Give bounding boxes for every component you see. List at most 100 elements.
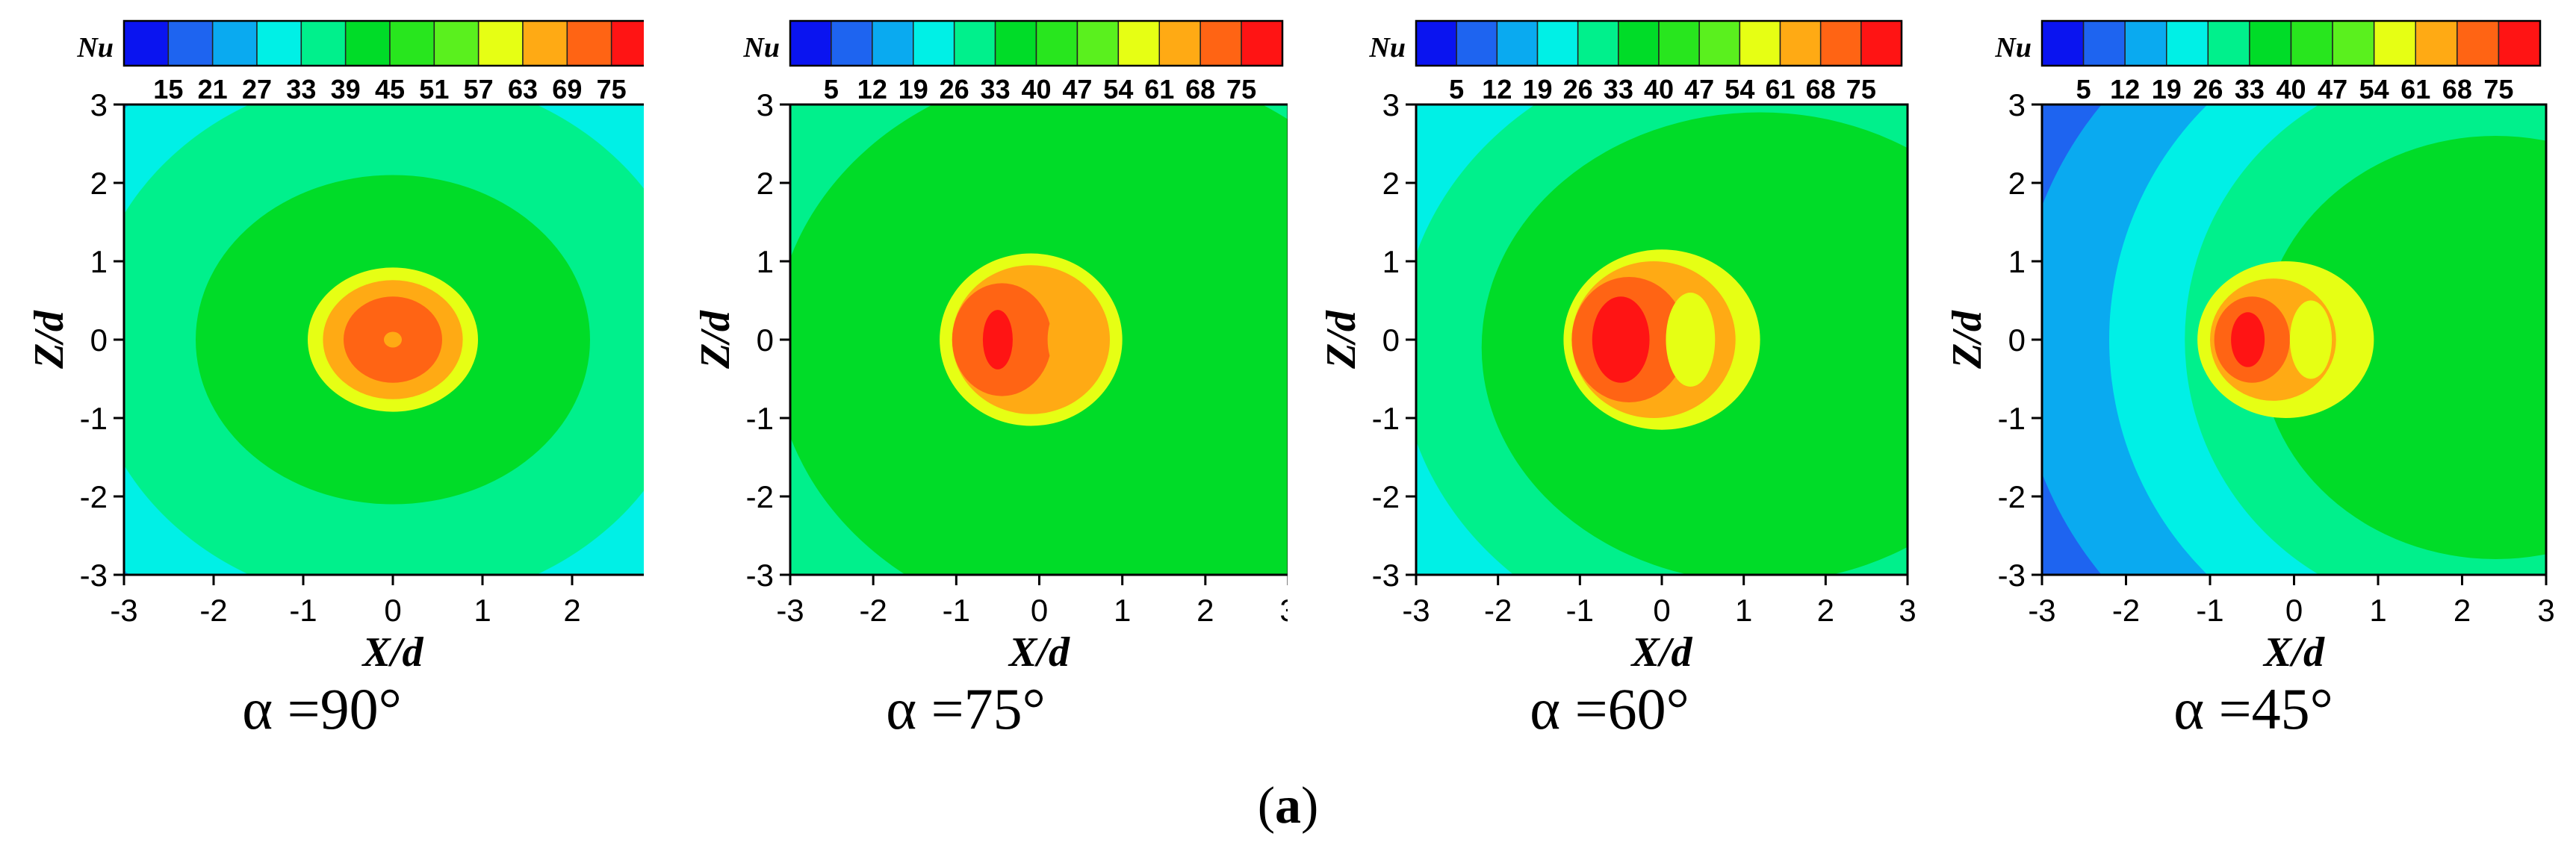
legend-swatch (2041, 20, 2085, 66)
legend-swatch (1860, 20, 1902, 66)
x-tick-label: 2 (1197, 593, 1214, 628)
y-tick-label: 1 (1382, 244, 1400, 279)
legend-swatch (1618, 20, 1660, 66)
y-axis-label: Z/d (1944, 310, 1990, 370)
panel-title: α =60° (1530, 676, 1689, 741)
legend-swatch (123, 20, 170, 66)
legend-swatch (477, 20, 524, 66)
legend-tick-label: 63 (508, 74, 538, 105)
y-tick-label: 3 (2008, 87, 2026, 122)
x-tick-label: -1 (2196, 593, 2223, 628)
legend-swatch (2124, 20, 2167, 66)
legend-tick-label: 21 (198, 74, 228, 105)
legend-tick-label: 75 (1226, 74, 1256, 105)
legend-tick-label: 5 (1449, 74, 1464, 105)
x-tick-label: -1 (289, 593, 317, 628)
legend-swatch (831, 20, 873, 66)
legend-tick-label: 61 (1765, 74, 1795, 105)
legend-title: Nu (742, 32, 780, 63)
legend-swatch (566, 20, 612, 66)
x-tick-label: 2 (2454, 593, 2471, 628)
x-tick-label: 2 (563, 593, 580, 628)
contour-region (1592, 296, 1650, 383)
legend-swatch (522, 20, 568, 66)
legend-swatch (1199, 20, 1242, 66)
legend-tick-label: 47 (2318, 74, 2347, 105)
panel-alpha-45: -3 -2 -1 0 1 2 3 3 2 1 0 -1 -2 -3 X/d Z/d 5 12 19 26 33 40 47 5… (1931, 0, 2575, 746)
y-axis-label: Z/d (692, 310, 739, 370)
legend-tick-label: 27 (242, 74, 272, 105)
legend-tick-label: 45 (375, 74, 405, 105)
x-tick-label: 3 (2537, 593, 2554, 628)
legend-swatch (1158, 20, 1201, 66)
panel-title: α =90° (242, 676, 402, 741)
legend-swatch (1536, 20, 1579, 66)
legend-tick-label: 19 (1522, 74, 1552, 105)
legend-swatch (2290, 20, 2333, 66)
legend-tick-label: 68 (2442, 74, 2472, 105)
legend-swatch (2415, 20, 2458, 66)
x-tick-label: -3 (110, 593, 137, 628)
x-tick-label: -2 (1484, 593, 1512, 628)
legend-tick-label: 33 (1604, 74, 1633, 105)
x-tick-label: 0 (384, 593, 401, 628)
panel-alpha-75: -3-2-101233210-1-2-3X/dZ/d51219263340475… (644, 0, 1288, 746)
legend-tick-label: 12 (2110, 74, 2140, 105)
contour-region (982, 310, 1013, 370)
legend-tick-label: 40 (1021, 74, 1051, 105)
y-tick-label: 0 (2008, 322, 2026, 358)
x-tick-label: 1 (2369, 593, 2386, 628)
legend-swatch (1415, 20, 1457, 66)
panel-title: α =75° (886, 676, 1046, 741)
x-tick-label: 1 (474, 593, 491, 628)
y-axis-label: Z/d (26, 310, 72, 370)
legend-swatch (1456, 20, 1498, 66)
legend-tick-label: 12 (1482, 74, 1512, 105)
legend-swatch (433, 20, 479, 66)
contour-plot-alpha-90: -3-2-101233210-1-2-3X/dZ/d15212733394551… (26, 19, 644, 672)
panel-title: α =45° (2173, 676, 2333, 741)
y-tick-label: 1 (2008, 244, 2026, 279)
legend-tick-label: 12 (857, 74, 887, 105)
legend-swatch (211, 20, 258, 66)
y-tick-label: 1 (757, 244, 774, 279)
contour-region (384, 331, 402, 348)
legend-swatch (2332, 20, 2375, 66)
y-tick-label: 3 (757, 87, 774, 122)
legend-tick-label: 61 (2400, 74, 2430, 105)
legend-frame (2040, 19, 2542, 67)
x-tick-label: 0 (2285, 593, 2303, 628)
figure-label: (a) (1257, 777, 1319, 835)
x-tick-label: -2 (199, 593, 227, 628)
legend-tick-label: 26 (2193, 74, 2223, 105)
legend-tick-label: 33 (981, 74, 1011, 105)
y-tick-label: -1 (80, 401, 108, 436)
legend-tick-label: 26 (940, 74, 969, 105)
y-tick-label: -3 (746, 558, 774, 593)
legend-tick-label: 54 (1103, 74, 1133, 105)
contour-field (1416, 105, 1908, 575)
legend-tick-label: 54 (2359, 74, 2389, 105)
legend-swatch (1779, 20, 1822, 66)
legend-swatch (344, 20, 391, 66)
y-tick-label: -3 (1372, 558, 1400, 593)
legend-tick-label: 57 (464, 74, 494, 105)
legend-tick-label: 75 (1846, 74, 1876, 105)
legend-swatch (1035, 20, 1078, 66)
x-tick-label: -2 (2112, 593, 2140, 628)
legend-tick-label: 19 (2152, 74, 2182, 105)
legend-tick-label: 5 (824, 74, 839, 105)
y-tick-label: -2 (1372, 479, 1400, 514)
legend-title: Nu (1994, 32, 2032, 63)
legend-swatch (1739, 20, 1781, 66)
x-tick-label: 0 (1031, 593, 1048, 628)
legend-tick-label: 69 (552, 74, 582, 105)
legend-swatch (789, 20, 832, 66)
legend-title: Nu (76, 32, 114, 63)
panel-alpha-60: -3 -2 -1 0 1 2 3 3 2 1 0 -1 -2 -3 X/d Z/d 5 12 19 26 33 40 47 5… (1288, 0, 1931, 746)
legend-swatch (1241, 20, 1283, 66)
y-axis-label: Z/d (1318, 310, 1365, 370)
legend-tick-label: 19 (899, 74, 928, 105)
y-tick-label: -1 (1998, 401, 2026, 436)
